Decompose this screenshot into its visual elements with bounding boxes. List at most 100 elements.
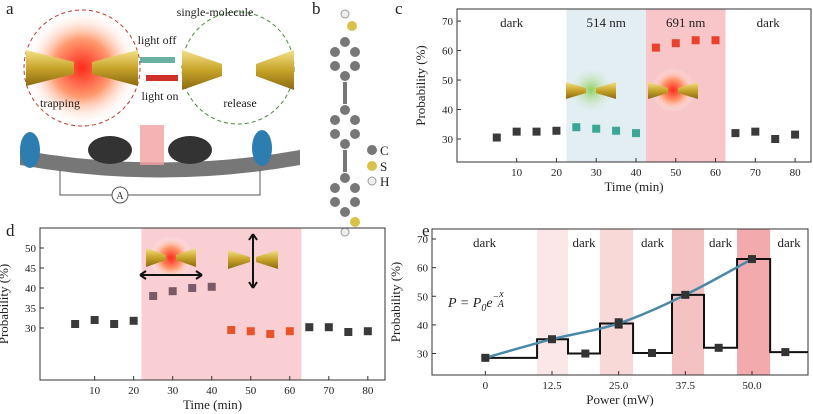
point	[748, 255, 756, 264]
x-tick-label: 40	[630, 167, 642, 179]
y-axis-label: Probability (%)	[388, 262, 403, 343]
point	[90, 316, 99, 324]
y-tick-label: 60	[417, 263, 429, 275]
label: A	[116, 191, 124, 202]
y-tick-label: 70	[417, 234, 429, 246]
label: light on	[141, 89, 178, 103]
point	[612, 126, 621, 135]
point	[614, 319, 623, 328]
label: release	[223, 96, 256, 110]
region-label: 514 nm	[586, 15, 625, 30]
point	[344, 328, 353, 336]
region	[672, 229, 704, 375]
y-tick-label: 40	[417, 320, 429, 332]
point	[71, 320, 80, 328]
formula-part: e	[486, 296, 492, 311]
point	[711, 36, 720, 45]
region	[737, 229, 771, 375]
point	[492, 133, 501, 142]
panel-letter: a	[6, 0, 14, 18]
point	[168, 287, 177, 296]
plot-frame	[456, 8, 812, 163]
formula-part: A	[497, 299, 505, 310]
point	[552, 126, 561, 135]
point	[671, 39, 680, 48]
region	[219, 228, 302, 380]
formula-part: x	[498, 289, 504, 300]
point	[572, 123, 581, 132]
x-tick-label: 60	[284, 385, 296, 397]
x-tick-label: 0	[483, 380, 489, 392]
label: single-molecule	[177, 5, 254, 19]
y-tick-label: 45	[25, 263, 37, 275]
point	[631, 129, 640, 138]
y-axis-label: Probability (%)	[0, 264, 11, 345]
x-tick-label: 70	[750, 167, 762, 179]
region-label: dark	[641, 235, 665, 250]
y-axis-label: Probability (%)	[413, 45, 428, 126]
x-tick-label: 25.0	[609, 380, 629, 392]
region-label: dark	[500, 15, 524, 30]
region	[600, 229, 634, 375]
point	[246, 327, 255, 336]
point	[129, 316, 138, 325]
x-tick-label: 20	[128, 385, 140, 397]
x-tick-label: 10	[89, 385, 101, 397]
point	[266, 330, 275, 338]
point	[363, 327, 372, 336]
region-label: dark	[572, 235, 596, 250]
x-tick-label: 50.0	[742, 380, 762, 392]
insets	[139, 66, 698, 289]
y-tick-label: 35	[25, 303, 37, 315]
x-tick-label: 12.5	[542, 380, 562, 392]
x-axis-label: Time (min)	[604, 179, 663, 194]
point	[691, 36, 700, 45]
label: light off	[138, 33, 177, 47]
x-axis-label: Time (min)	[183, 397, 242, 412]
y-tick-label: 70	[442, 16, 454, 28]
point	[207, 282, 216, 291]
point	[648, 348, 656, 357]
panel-letter: b	[312, 0, 321, 18]
point	[227, 326, 236, 334]
formula: P = P0e−x A	[447, 289, 505, 314]
region	[537, 229, 568, 375]
molecule	[330, 9, 377, 237]
point	[771, 135, 780, 144]
formula-part: −	[493, 292, 500, 303]
point	[110, 320, 119, 328]
x-tick-label: 10	[511, 167, 523, 179]
atom-label: H	[380, 174, 389, 189]
x-tick-label: 70	[323, 385, 335, 397]
y-tick-label: 50	[25, 243, 37, 255]
point	[149, 292, 158, 300]
region-label: dark	[473, 235, 497, 250]
point	[592, 124, 601, 133]
plot-frame	[431, 228, 809, 376]
formula-part: P = P	[447, 296, 482, 311]
point	[714, 343, 723, 352]
y-tick-label: 60	[442, 46, 454, 58]
point	[751, 127, 760, 136]
point	[512, 127, 521, 136]
x-tick-label: 60	[710, 167, 722, 179]
region-label: dark	[757, 15, 781, 30]
x-tick-label: 30	[167, 385, 179, 397]
y-tick-label: 50	[417, 291, 429, 303]
x-axis-label: Power (mW)	[586, 392, 654, 407]
region-label: 691 nm	[666, 15, 705, 30]
point	[731, 129, 740, 138]
point	[305, 323, 314, 332]
x-tick-label: 80	[790, 167, 802, 179]
x-tick-label: 37.5	[676, 380, 696, 392]
formula-part: 0	[481, 303, 486, 314]
region-label: dark	[778, 235, 802, 250]
y-tick-label: 40	[25, 283, 37, 295]
point	[324, 323, 333, 332]
x-tick-label: 50	[670, 167, 682, 179]
region-label: dark	[709, 235, 733, 250]
label: trapping	[40, 96, 80, 110]
point	[481, 353, 490, 362]
y-tick-label: 30	[442, 134, 454, 146]
